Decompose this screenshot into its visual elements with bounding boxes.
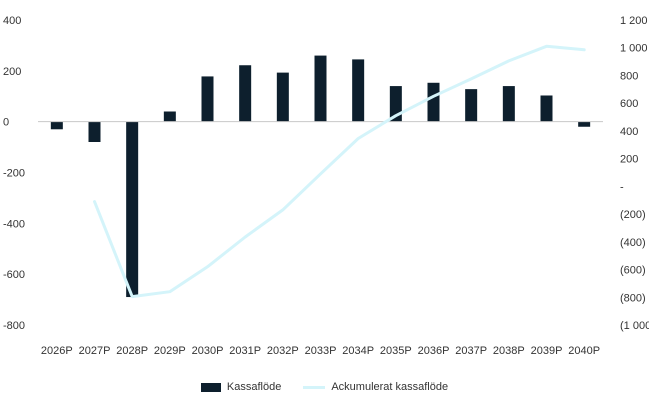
x-tick-label: 2033P (305, 345, 337, 357)
right-axis: 1 200 1 000 800 600 400 200 - (200) (400) (600) (8… (620, 15, 649, 332)
bar-2036P (427, 82, 440, 122)
right-tick-label: 1 000 (620, 43, 648, 55)
left-tick-label: -400 (3, 218, 25, 230)
line-accumulated-cashflow (93, 44, 586, 299)
bar-2040P (578, 121, 591, 127)
x-tick-label: 2034P (342, 345, 374, 357)
legend-item-line: Ackumulerat kassaflöde (303, 381, 448, 393)
legend-label-bars: Kassaflöde (226, 381, 282, 393)
left-tick-label: -800 (3, 320, 25, 332)
chart-legend: Kassaflöde Ackumulerat kassaflöde (0, 381, 649, 393)
legend-label-line: Ackumulerat kassaflöde (331, 381, 449, 393)
right-tick-label: (800) (620, 292, 646, 304)
x-tick-label: 2040P (568, 345, 600, 357)
right-tick-label: (400) (620, 237, 646, 249)
x-tick-label: 2035P (380, 345, 412, 357)
x-tick-label: 2028P (116, 345, 148, 357)
x-tick-label: 2031P (229, 345, 261, 357)
x-tick-label: 2029P (154, 345, 186, 357)
bar-2032P (276, 72, 289, 122)
x-tick-label: 2038P (493, 345, 525, 357)
x-tick-label: 2036P (418, 345, 450, 357)
bar-2027P (88, 121, 101, 142)
left-tick-label: 200 (3, 66, 21, 78)
right-tick-label: 800 (620, 70, 638, 82)
bar-series (50, 55, 591, 298)
legend-item-bars: Kassaflöde (200, 381, 282, 393)
bar-2029P (163, 111, 176, 122)
bar-2034P (352, 59, 365, 122)
x-tick-label: 2039P (531, 345, 563, 357)
x-tick-label: 2026P (41, 345, 73, 357)
right-tick-label: (200) (620, 209, 646, 221)
left-axis: 400 200 0 -200 -400 -600 -800 (3, 15, 25, 332)
bar-2030P (201, 76, 214, 122)
bar-2031P (239, 65, 252, 122)
right-tick-label: (1 000) (620, 320, 649, 332)
right-tick-label: 200 (620, 154, 638, 166)
right-tick-label: - (620, 181, 624, 193)
left-tick-label: 0 (3, 117, 9, 129)
right-tick-label: 1 200 (620, 15, 648, 27)
right-tick-label: 400 (620, 126, 638, 138)
x-tick-label: 2037P (455, 345, 487, 357)
x-tick-label: 2030P (192, 345, 224, 357)
x-axis: 2026P 2027P 2028P 2029P 2030P 2031P 2032P 2033P… (41, 345, 600, 357)
x-tick-label: 2027P (79, 345, 111, 357)
bar-2038P (502, 86, 515, 122)
bar-2033P (314, 55, 327, 122)
line-series (93, 44, 586, 299)
bar-2028P (126, 121, 139, 298)
left-tick-label: 400 (3, 15, 21, 27)
x-tick-label: 2032P (267, 345, 299, 357)
bar-2037P (465, 89, 478, 122)
right-tick-label: (600) (620, 265, 646, 277)
left-tick-label: -200 (3, 168, 25, 180)
bar-2026P (50, 121, 63, 130)
legend-swatch-line (303, 385, 326, 389)
bar-2039P (540, 95, 553, 122)
right-tick-label: 600 (620, 98, 638, 110)
left-tick-label: -600 (3, 269, 25, 281)
legend-swatch-bar (200, 382, 221, 392)
